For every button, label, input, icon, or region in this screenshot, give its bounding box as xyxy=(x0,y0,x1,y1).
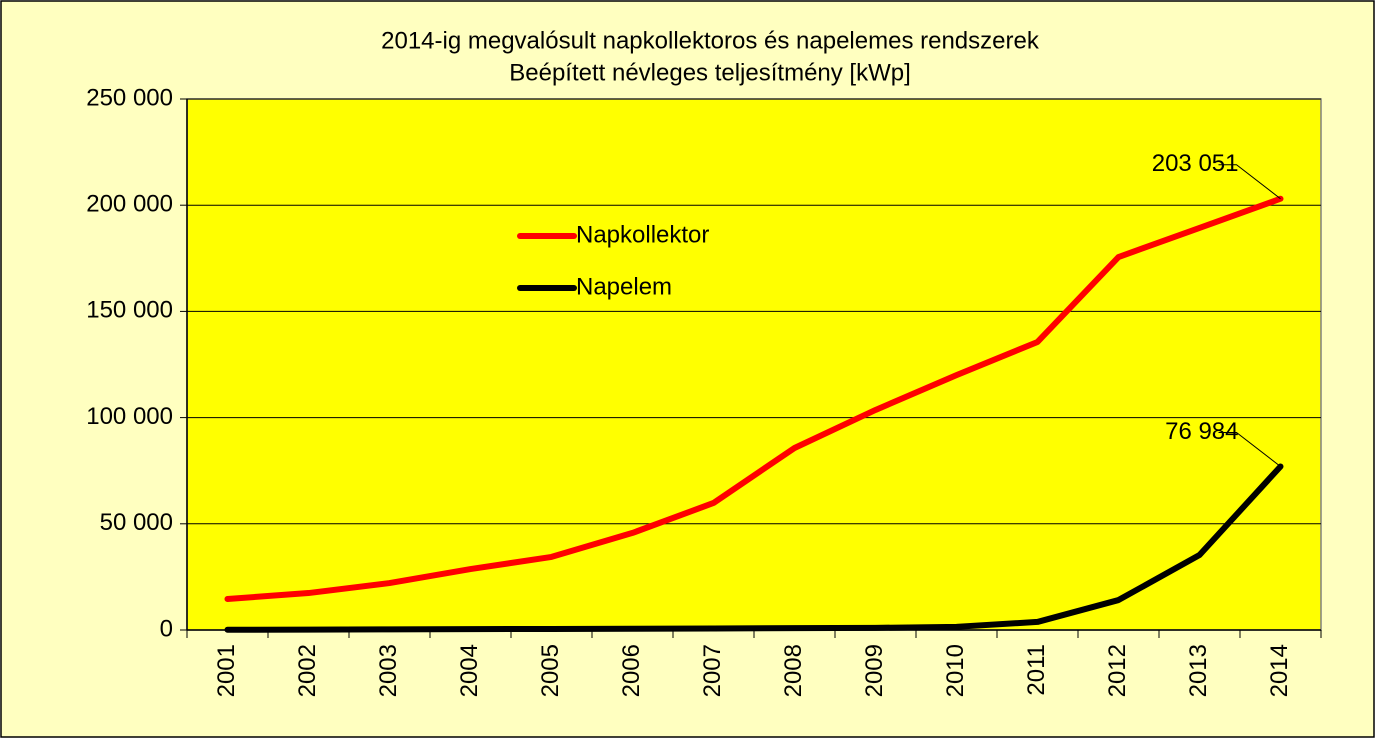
chart-subtitle: Beépített névleges teljesítmény [kWp] xyxy=(509,59,911,86)
y-tick-label: 0 xyxy=(160,615,173,642)
series-line xyxy=(224,463,1284,633)
x-tick-label: 2011 xyxy=(1023,644,1050,696)
x-tick-label: 2001 xyxy=(213,644,240,697)
x-tick-label: 2009 xyxy=(861,644,888,697)
data-label: 76 984 xyxy=(1165,418,1238,445)
x-tick-label: 2005 xyxy=(537,644,564,697)
plot-area xyxy=(186,98,1322,631)
series-line xyxy=(224,195,1284,602)
x-tick-label: 2006 xyxy=(618,644,645,697)
legend-label: Napkollektor xyxy=(576,221,709,248)
y-tick-label: 100 000 xyxy=(86,403,173,430)
x-tick-label: 2014 xyxy=(1266,644,1293,697)
x-tick-label: 2012 xyxy=(1104,644,1131,697)
label-leader xyxy=(1218,164,1281,200)
data-label: 203 051 xyxy=(1152,150,1239,177)
x-tick-label: 2007 xyxy=(699,644,726,697)
x-tick-label: 2004 xyxy=(456,644,483,697)
x-tick-label: 2013 xyxy=(1185,644,1212,697)
y-tick-label: 50 000 xyxy=(100,509,173,536)
label-leader xyxy=(1218,431,1281,467)
legend-label: Napelem xyxy=(576,273,672,300)
x-tick-label: 2008 xyxy=(780,644,807,697)
x-tick-label: 2003 xyxy=(375,644,402,697)
chart-title: 2014-ig megvalósult napkollektoros és na… xyxy=(381,27,1040,54)
x-tick-label: 2010 xyxy=(942,644,969,697)
y-tick-label: 150 000 xyxy=(86,297,173,324)
y-tick-label: 250 000 xyxy=(86,84,173,111)
x-tick-label: 2002 xyxy=(294,644,321,697)
y-tick-label: 200 000 xyxy=(86,191,173,218)
